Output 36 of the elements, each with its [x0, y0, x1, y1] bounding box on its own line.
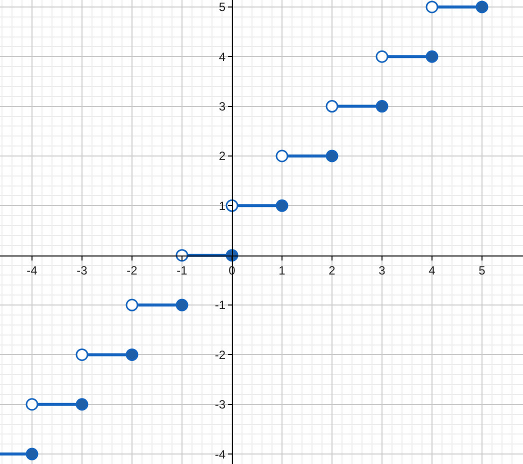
x-tick-label: 2: [328, 264, 336, 278]
y-tick-label: 4: [218, 50, 226, 64]
point: [126, 298, 138, 312]
point: [476, 0, 488, 14]
point: [276, 150, 288, 162]
point: [326, 100, 338, 113]
point: [126, 348, 138, 361]
y-tick-label: 3: [218, 100, 226, 114]
point: [26, 448, 38, 460]
x-tick-label: 4: [428, 264, 436, 278]
y-tick-label: -1: [214, 298, 226, 312]
point: [76, 398, 88, 411]
y-tick-label: 1: [218, 198, 226, 213]
x-tick-label: 3: [378, 264, 386, 278]
x-tick-label: 1: [278, 264, 286, 278]
point: [376, 50, 388, 63]
point: [426, 0, 438, 14]
point: [226, 199, 238, 212]
point: [276, 199, 288, 212]
x-tick-label: -4: [26, 264, 38, 278]
y-tick-label: -4: [214, 447, 226, 462]
point: [326, 150, 338, 162]
x-tick-label: -2: [126, 264, 138, 278]
x-tick-label: 5: [478, 264, 486, 278]
point: [76, 348, 88, 361]
point: [426, 50, 438, 63]
point: [176, 298, 188, 312]
point: [176, 249, 188, 262]
y-tick-label: -2: [214, 348, 226, 362]
y-tick-label: -3: [214, 398, 226, 412]
x-tick-label: -3: [76, 264, 88, 278]
y-tick-label: 2: [218, 149, 226, 164]
x-tick-label: -1: [176, 264, 188, 278]
point: [26, 398, 38, 411]
point: [376, 100, 388, 113]
y-tick-label: 5: [218, 0, 226, 14]
